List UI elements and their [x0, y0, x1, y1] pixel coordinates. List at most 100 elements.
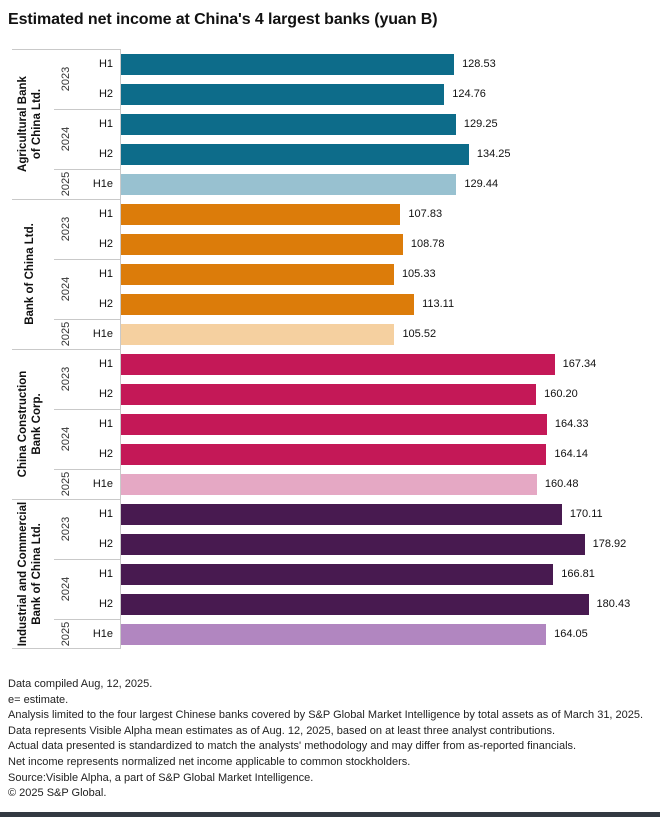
bar	[121, 83, 445, 105]
bar-value-label: 160.48	[544, 478, 579, 490]
period-axis-label: H1	[98, 568, 113, 580]
bar-chart: Agricultural Bank of China Ltd. 2023 2024 2…	[8, 49, 660, 649]
period-axis-label: H1	[98, 418, 113, 430]
footnote-line: Data compiled Aug, 12, 2025.	[8, 678, 153, 690]
bank-axis-label: Industrial and Commercial Bank of China …	[17, 501, 43, 647]
year-separator-line	[54, 259, 120, 260]
bank-axis-label: Agricultural Bank of China Ltd.	[17, 76, 43, 172]
bar	[121, 233, 403, 255]
footnotes: Data compiled Aug, 12, 2025. e= estimate…	[8, 677, 658, 802]
bar-value-label: 160.20	[544, 388, 578, 400]
period-axis-label: H2	[98, 148, 113, 160]
bar	[121, 113, 456, 135]
year-axis-label: 2023	[60, 516, 72, 542]
period-axis-label: H1e	[92, 628, 113, 640]
estimate-bar	[121, 473, 537, 495]
bank-axis-column: Industrial and Commercial Bank of China …	[8, 499, 54, 649]
bank-axis-column: Agricultural Bank of China Ltd.	[8, 49, 54, 199]
chart-title: Estimated net income at China's 4 larges…	[8, 11, 438, 28]
year-separator-line	[54, 109, 120, 110]
year-axis-label: 2024	[60, 276, 72, 302]
estimate-bar	[121, 173, 457, 195]
plot-area: 107.83 108.78 105.33 113.11 105.52	[120, 199, 660, 349]
period-axis-label: H2	[98, 448, 113, 460]
bar-row: 105.33	[121, 259, 660, 289]
bar-row: 180.43	[121, 589, 660, 619]
year-axis-label: 2023	[60, 366, 72, 392]
bar-row: 108.78	[121, 229, 660, 259]
bar	[121, 143, 469, 165]
period-axis-label: H2	[98, 538, 113, 550]
bar	[121, 443, 547, 465]
year-axis-label: 2024	[60, 576, 72, 602]
bank-axis-label: China Construction Bank Corp.	[17, 370, 43, 478]
year-cell: 2025	[54, 169, 78, 199]
bar	[121, 383, 537, 405]
period-axis-label: H2	[98, 598, 113, 610]
group-separator-line	[12, 199, 120, 200]
period-axis-label: H1	[98, 508, 113, 520]
footnote-line: e= estimate.	[8, 693, 69, 706]
period-axis-label: H1e	[92, 178, 113, 190]
period-axis-label: H1	[98, 58, 113, 70]
year-cell: 2023	[54, 49, 78, 109]
footnote-line: Net income represents normalized net inc…	[8, 755, 411, 768]
bar	[121, 53, 455, 75]
bank-axis-column: Bank of China Ltd.	[8, 199, 54, 349]
bar-row: 160.48	[121, 469, 660, 499]
year-cell: 2024	[54, 409, 78, 469]
estimate-bar	[121, 323, 395, 345]
period-axis-label: H2	[98, 88, 113, 100]
brand-bar	[0, 812, 660, 817]
bar-value-label: 128.53	[462, 58, 496, 70]
group-separator-line	[12, 49, 120, 50]
bank-group: Agricultural Bank of China Ltd. 2023 2024 2…	[8, 49, 660, 199]
bank-group: Bank of China Ltd. 2023 2024 2025 H1 H2 H1 H2 H1…	[8, 199, 660, 349]
year-axis-label: 2023	[60, 66, 72, 92]
period-axis-label: H1	[98, 208, 113, 220]
plot-area: 167.34 160.20 164.33 164.14 160.48	[120, 349, 660, 499]
bar-row: 160.20	[121, 379, 660, 409]
bar-value-label: 105.52	[402, 328, 437, 340]
bar-value-label: 129.44	[464, 178, 499, 190]
group-separator-line	[12, 648, 120, 649]
year-separator-line	[54, 319, 120, 320]
bar-value-label: 178.92	[592, 538, 627, 550]
bar-row: 129.25	[121, 109, 660, 139]
footnote-line: Analysis limited to the four largest Chi…	[8, 709, 644, 722]
year-axis-label: 2025	[60, 471, 72, 497]
period-axis-label: H2	[98, 388, 113, 400]
bar-value-label: 180.43	[596, 598, 631, 610]
bar-row: 164.33	[121, 409, 660, 439]
bar-row: 166.81	[121, 559, 660, 589]
period-axis-label: H2	[98, 238, 113, 250]
bar-value-label: 167.34	[562, 358, 597, 370]
period-axis-column: H1 H2 H1 H2 H1e	[78, 49, 120, 199]
bar	[121, 503, 562, 525]
bar-row: 129.44	[121, 169, 660, 199]
year-axis-label: 2025	[60, 171, 72, 197]
bar-row: 107.83	[121, 199, 660, 229]
group-separator-line	[12, 349, 120, 350]
bar	[121, 413, 547, 435]
bank-axis-column: China Construction Bank Corp.	[8, 349, 54, 499]
year-cell: 2024	[54, 109, 78, 169]
period-axis-label: H2	[98, 298, 113, 310]
plot-area: 170.11 178.92 166.81 180.43 164.05	[120, 499, 660, 649]
year-cell: 2023	[54, 349, 78, 409]
bar-row: 105.52	[121, 319, 660, 349]
bar-value-label: 166.81	[561, 568, 595, 580]
bar	[121, 593, 589, 615]
period-axis-label: H1	[98, 118, 113, 130]
year-cell: 2023	[54, 499, 78, 559]
bar-row: 164.14	[121, 439, 660, 469]
bar	[121, 263, 394, 285]
period-axis-label: H1e	[92, 478, 113, 490]
bank-group: Industrial and Commercial Bank of China …	[8, 499, 660, 649]
footnote-line: Data represents Visible Alpha mean estim…	[8, 724, 556, 737]
year-axis-label: 2025	[60, 621, 72, 647]
year-separator-line	[54, 409, 120, 410]
year-axis-column: 2023 2024 2025	[54, 49, 78, 199]
year-separator-line	[54, 559, 120, 560]
group-separator-line	[12, 499, 120, 500]
